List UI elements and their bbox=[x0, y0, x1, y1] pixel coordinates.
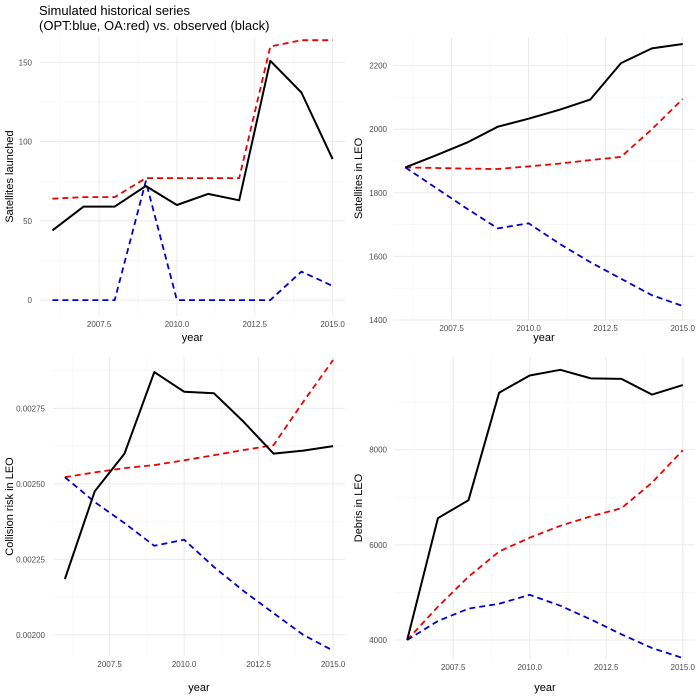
y-tick-label: 0.00250 bbox=[16, 480, 45, 489]
series-line-opt-satellites-launched bbox=[52, 180, 333, 302]
y-tick-label: 0.00225 bbox=[16, 555, 45, 564]
series-line-observed-satellites-in-leo bbox=[404, 43, 683, 169]
x-tick-label: 2007.5 bbox=[439, 324, 464, 333]
y-tick-label: 100 bbox=[19, 138, 33, 147]
y-tick-label: 0.00275 bbox=[16, 404, 45, 413]
x-tick-label: 2015.0 bbox=[321, 660, 346, 669]
x-axis-title: year bbox=[534, 682, 556, 694]
x-tick-label: 2012.5 bbox=[594, 663, 619, 672]
y-tick-label: 1400 bbox=[369, 316, 387, 325]
y-tick-label: 4000 bbox=[369, 636, 387, 645]
x-axis-title: year bbox=[188, 682, 210, 694]
chart-panel-satellites-launched: 2007.5 2010.0 2012.5 2015.0 0 50 100 150 year Sat… bbox=[4, 37, 345, 344]
chart-panel-satellites-in-leo: 2007.5 2010.0 2012.5 2015.0 1400 1600 1800 2000… bbox=[353, 37, 695, 344]
chart-panel-collision-risk: 2007.5 2010.0 2012.5 2015.0 0.00200 0.00225 0.… bbox=[4, 357, 346, 694]
series-line-observed-satellites-launched bbox=[51, 59, 334, 232]
y-tick-label: 50 bbox=[23, 217, 32, 226]
x-tick-label: 2012.5 bbox=[246, 660, 271, 669]
x-tick-label: 2015.0 bbox=[671, 663, 696, 672]
x-tick-label: 2010.0 bbox=[516, 324, 541, 333]
y-axis-title: Satellites launched bbox=[4, 130, 16, 222]
x-tick-label: 2012.5 bbox=[243, 320, 268, 329]
series-line-oa-collision-risk-in-leo bbox=[64, 359, 334, 479]
series-line-opt-debris-in-leo bbox=[406, 593, 684, 659]
x-tick-label: 2015.0 bbox=[320, 320, 345, 329]
y-axis-title: Debris in LEO bbox=[353, 473, 365, 542]
x-axis-title: year bbox=[533, 332, 555, 344]
series-line-oa-satellites-in-leo bbox=[405, 98, 684, 170]
y-tick-label: 2000 bbox=[369, 125, 387, 134]
y-tick-label: 0 bbox=[28, 296, 33, 305]
x-tick-label: 2010.0 bbox=[517, 663, 542, 672]
figure-title: Simulated historical series (OPT:blue, O… bbox=[39, 3, 269, 33]
series-line-observed-collision-risk-in-leo bbox=[63, 371, 334, 580]
y-tick-label: 6000 bbox=[369, 541, 387, 550]
figure-title-line-1: Simulated historical series bbox=[39, 3, 191, 18]
x-tick-label: 2007.5 bbox=[87, 320, 112, 329]
y-axis-title: Satellites in LEO bbox=[353, 137, 365, 219]
series-line-opt-collision-risk-in-leo bbox=[64, 476, 334, 652]
x-axis-title: year bbox=[182, 332, 204, 344]
figure-title-line-2: (OPT:blue, OA:red) vs. observed (black) bbox=[39, 18, 270, 33]
x-tick-label: 2010.0 bbox=[165, 320, 190, 329]
series-line-opt-satellites-in-leo bbox=[404, 166, 683, 307]
x-tick-label: 2010.0 bbox=[172, 660, 197, 669]
series-line-oa-satellites-launched bbox=[52, 39, 333, 200]
chart-panel-debris-in-leo: 2007.5 2010.0 2012.5 2015.0 4000 6000 8000 year… bbox=[353, 357, 696, 694]
x-tick-label: 2015.0 bbox=[670, 324, 695, 333]
y-tick-label: 150 bbox=[19, 58, 33, 67]
y-tick-label: 1600 bbox=[369, 252, 387, 261]
x-tick-label: 2007.5 bbox=[97, 660, 122, 669]
series-line-observed-debris-in-leo bbox=[406, 368, 684, 641]
x-tick-label: 2012.5 bbox=[593, 324, 618, 333]
y-tick-label: 8000 bbox=[369, 446, 387, 455]
x-tick-label: 2007.5 bbox=[441, 663, 466, 672]
y-axis-title: Collision risk in LEO bbox=[4, 457, 16, 556]
y-tick-label: 2200 bbox=[369, 62, 387, 71]
y-tick-label: 1800 bbox=[369, 189, 387, 198]
y-tick-label: 0.00200 bbox=[16, 631, 45, 640]
